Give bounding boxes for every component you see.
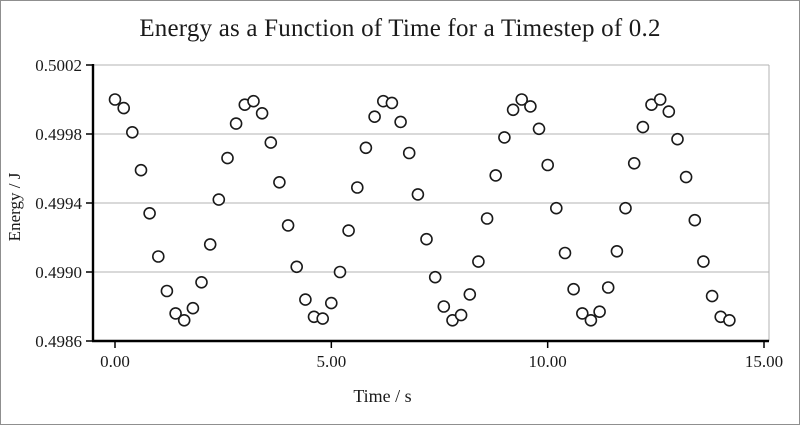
data-point	[126, 126, 139, 139]
data-point	[247, 94, 260, 108]
data-point	[411, 188, 425, 201]
data-point	[636, 120, 650, 134]
data-point	[454, 308, 468, 322]
data-point	[324, 296, 338, 310]
data-point	[169, 307, 182, 320]
data-point	[558, 246, 572, 260]
data-point	[350, 181, 364, 194]
data-point	[212, 193, 226, 206]
data-point	[472, 255, 485, 268]
data-point	[160, 284, 174, 298]
data-point	[186, 301, 200, 315]
data-point	[420, 232, 433, 246]
data-point	[627, 157, 641, 170]
y-tick-label: 0.4986	[35, 332, 82, 351]
x-tick-label: 5.00	[316, 352, 346, 371]
data-point	[333, 265, 347, 279]
y-tick-label: 0.5002	[35, 56, 82, 75]
data-point	[437, 300, 451, 313]
data-point	[524, 100, 537, 113]
data-point	[428, 270, 442, 284]
data-point	[273, 176, 286, 189]
data-point	[619, 201, 632, 215]
data-point	[575, 307, 589, 320]
data-point	[549, 201, 563, 215]
data-point	[368, 110, 381, 123]
data-point	[143, 207, 156, 220]
y-axis-title: Energy / J	[5, 172, 24, 242]
data-point	[203, 238, 217, 251]
data-point	[108, 93, 122, 106]
data-point	[541, 158, 555, 172]
data-point	[177, 313, 191, 327]
data-point	[705, 289, 719, 303]
data-point	[593, 305, 606, 319]
data-point	[463, 288, 477, 301]
data-point	[299, 293, 312, 306]
data-point	[229, 117, 243, 130]
data-point	[498, 131, 511, 144]
data-point	[567, 282, 580, 296]
x-tick-label: 0.00	[100, 352, 130, 371]
data-point	[688, 213, 702, 227]
data-point	[679, 170, 693, 184]
data-point	[264, 136, 278, 149]
data-point	[117, 101, 130, 115]
data-point	[480, 212, 494, 225]
data-point	[359, 141, 373, 155]
data-point	[532, 122, 546, 136]
data-point	[653, 93, 667, 106]
y-tick-label: 0.4990	[35, 263, 82, 282]
data-point	[290, 260, 304, 274]
data-point	[489, 169, 503, 182]
data-point	[662, 105, 676, 118]
data-point	[723, 313, 736, 327]
y-tick-label: 0.4998	[35, 125, 82, 144]
data-point	[394, 115, 407, 129]
data-point	[152, 250, 165, 263]
data-point	[610, 245, 624, 258]
data-point	[221, 151, 234, 165]
y-tick-label: 0.4994	[35, 194, 82, 213]
data-point	[195, 275, 208, 289]
data-point	[402, 146, 416, 160]
data-point	[584, 313, 598, 327]
data-point	[281, 219, 295, 232]
data-point	[601, 281, 615, 294]
data-point	[515, 93, 529, 106]
data-point	[671, 132, 684, 146]
data-point	[506, 103, 520, 117]
chart-title: Energy as a Function of Time for a Times…	[139, 15, 661, 42]
data-point	[342, 224, 355, 237]
data-point	[134, 163, 148, 177]
x-tick-label: 15.00	[745, 352, 783, 371]
data-point	[385, 96, 399, 110]
data-point	[697, 255, 710, 268]
data-point	[255, 107, 269, 120]
x-axis-title: Time / s	[353, 386, 412, 406]
x-tick-label: 10.00	[529, 352, 567, 371]
data-point	[316, 312, 330, 325]
